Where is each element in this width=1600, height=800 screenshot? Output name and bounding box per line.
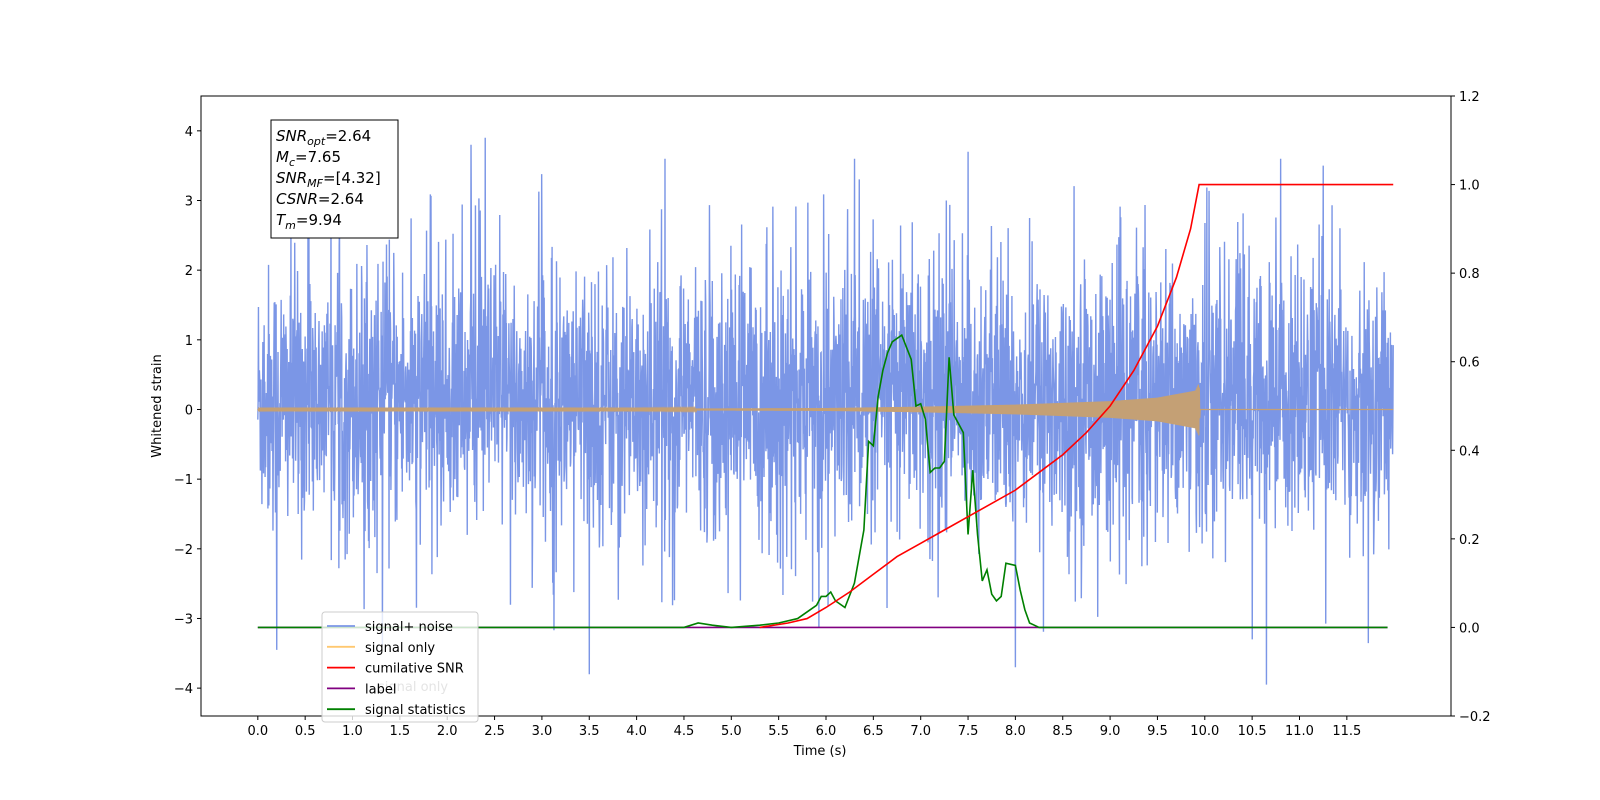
x-tick-label-23: 11.5: [1332, 724, 1361, 739]
legend-label-2: cumilative SNR: [365, 662, 464, 677]
x-tick-label-9: 4.5: [674, 724, 695, 739]
x-tick-label-4: 2.0: [437, 724, 458, 739]
y2-tick-label-3: 0.6: [1459, 356, 1480, 371]
y2-tick-label-6: 0.0: [1459, 621, 1480, 636]
x-tick-label-15: 7.5: [958, 724, 979, 739]
legend-label-0: signal+ noise: [365, 620, 453, 635]
cumilative-snr-series: [759, 183, 1394, 629]
x-tick-label-19: 9.5: [1147, 724, 1168, 739]
x-tick-label-10: 5.0: [721, 724, 742, 739]
x-tick-label-1: 0.5: [295, 724, 316, 739]
annotation-line-3: CSNR=2.64: [276, 190, 364, 208]
annotation-line-1: Mc=7.65: [276, 148, 341, 169]
y-axis-label: Whitened strain: [150, 354, 165, 457]
y2-tick-label-1: 1.0: [1459, 179, 1480, 194]
signal-only-series: [257, 384, 1394, 436]
legend: signal only signal+ noise signal only cumil…: [321, 611, 479, 723]
x-tick-label-20: 10.0: [1190, 724, 1219, 739]
annotation-line-2: SNRMF=[4.32]: [276, 169, 381, 190]
x-axis-label: Time (s): [793, 744, 847, 759]
signal-plus-noise-series: [257, 137, 1394, 685]
y-axis-left: 4 3 2 1 0 −1 −2 −3 −4: [174, 125, 201, 697]
annotation-line-0: SNRopt=2.64: [276, 127, 371, 148]
y-tick-label-4: 0: [185, 403, 193, 418]
x-tick-label-11: 5.5: [768, 724, 789, 739]
y2-tick-label-0: 1.2: [1459, 90, 1480, 105]
x-tick-label-22: 11.0: [1285, 724, 1314, 739]
y-tick-label-1: 3: [185, 194, 193, 209]
x-tick-label-21: 10.5: [1238, 724, 1267, 739]
x-tick-label-13: 6.5: [863, 724, 884, 739]
legend-label-1: signal only: [365, 641, 435, 656]
signal-statistics-series: [257, 333, 1388, 629]
y-tick-label-6: −2: [174, 543, 193, 558]
noise-trace: [257, 137, 1394, 685]
x-tick-label-12: 6.0: [816, 724, 837, 739]
y-tick-label-7: −3: [174, 612, 193, 627]
y-tick-label-5: −1: [174, 473, 193, 488]
x-tick-label-7: 3.5: [579, 724, 600, 739]
annotation-line-4: Tm=9.94: [276, 211, 342, 232]
y2-tick-label-7: −0.2: [1459, 710, 1491, 725]
x-tick-label-6: 3.0: [532, 724, 553, 739]
y-tick-label-2: 2: [185, 264, 193, 279]
y2-tick-label-4: 0.4: [1459, 444, 1480, 459]
x-tick-label-8: 4.0: [626, 724, 647, 739]
x-axis: 0.0 0.5 1.0 1.5 2.0 2.5 3.0 3.5 4.0 4.5 5.0 5.5 6.0 6…: [247, 716, 1361, 739]
y2-tick-label-5: 0.2: [1459, 533, 1480, 548]
x-tick-label-18: 9.0: [1100, 724, 1121, 739]
y2-tick-label-2: 0.8: [1459, 267, 1480, 282]
legend-label-4: signal statistics: [365, 703, 466, 718]
x-tick-label-16: 8.0: [1005, 724, 1026, 739]
y-tick-label-8: −4: [174, 682, 193, 697]
y-tick-label-3: 1: [185, 334, 193, 349]
x-tick-label-17: 8.5: [1052, 724, 1073, 739]
legend-occluded-text: signal only: [378, 680, 448, 695]
y-axis-right: 1.2 1.0 0.8 0.6 0.4 0.2 0.0 −0.2: [1451, 90, 1491, 725]
y-tick-label-0: 4: [185, 125, 193, 140]
x-tick-label-3: 1.5: [390, 724, 411, 739]
x-tick-label-2: 1.0: [342, 724, 363, 739]
legend-label-3: label: [365, 682, 396, 697]
x-tick-label-14: 7.0: [910, 724, 931, 739]
x-tick-label-5: 2.5: [484, 724, 505, 739]
x-tick-label-0: 0.0: [247, 724, 268, 739]
